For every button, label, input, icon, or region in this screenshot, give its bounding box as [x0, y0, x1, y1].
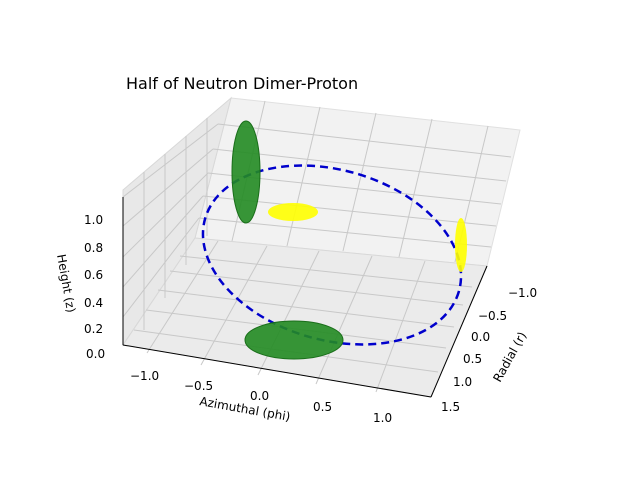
z-tick-label: 0.8 [84, 241, 103, 255]
z-tick-label: 1.0 [84, 213, 103, 227]
x-axis-ticks: −1.0 −0.5 0.0 0.5 1.0 [130, 369, 392, 425]
y-axis-ticks: −1.0 −0.5 0.0 0.5 1.0 1.5 [441, 286, 537, 414]
y-tick-label: −0.5 [478, 309, 507, 323]
proton-particle [268, 203, 318, 221]
axes [122, 197, 488, 398]
z-tick-label: 0.0 [86, 347, 105, 361]
z-tick-label: 0.2 [84, 322, 103, 336]
z-axis-ticks: 0.0 0.2 0.4 0.6 0.8 1.0 [84, 213, 105, 361]
y-tick-label: 1.0 [453, 375, 472, 389]
particles [231, 120, 467, 360]
neutron-particle [244, 320, 344, 360]
z-tick-label: 0.6 [84, 268, 103, 282]
x-tick-label: −0.5 [184, 379, 213, 393]
y-tick-label: −1.0 [508, 286, 537, 300]
chart-title: Half of Neutron Dimer-Proton [126, 74, 358, 93]
x-tick-label: 0.0 [250, 389, 269, 403]
y-axis-label: Radial (r) [490, 329, 529, 384]
x-tick-label: −1.0 [130, 369, 159, 383]
proton-particle [455, 218, 467, 272]
neutron-particle [231, 120, 261, 224]
z-tick-label: 0.4 [84, 296, 103, 310]
y-tick-label: 0.0 [471, 330, 490, 344]
x-axis-label: Azimuthal (phi) [198, 394, 291, 424]
y-tick-label: 0.5 [463, 352, 482, 366]
x-tick-label: 1.0 [373, 411, 392, 425]
y-tick-label: 1.5 [441, 400, 460, 414]
z-axis-label: Height (z) [54, 253, 78, 314]
x-tick-label: 0.5 [313, 400, 332, 414]
panes [122, 96, 521, 398]
